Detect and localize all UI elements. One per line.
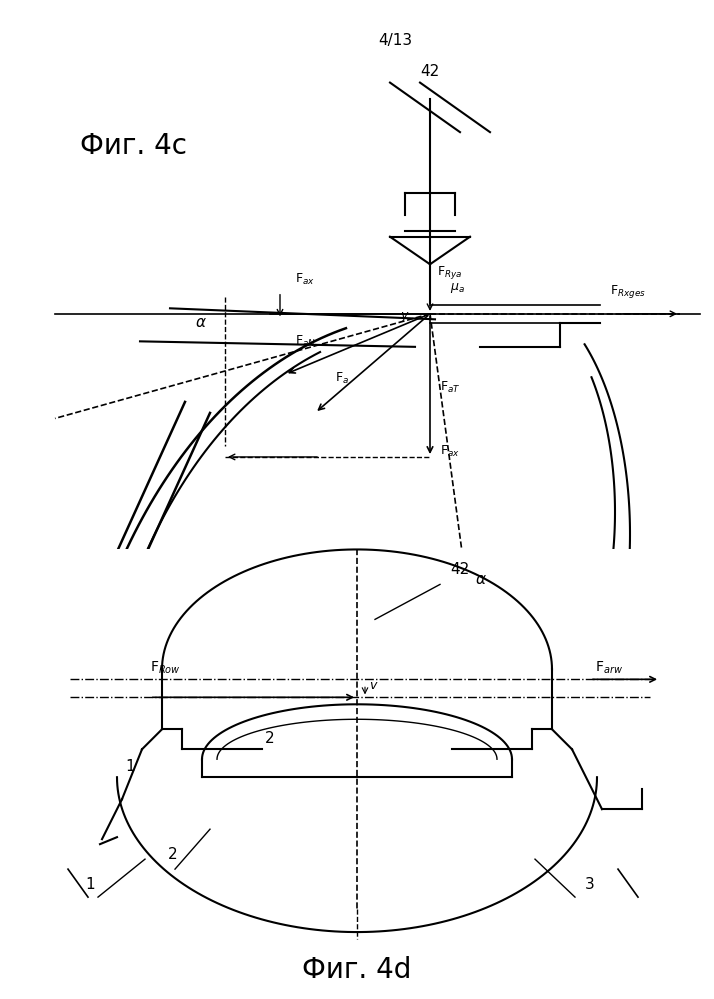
Text: y: y (400, 310, 408, 323)
Text: 42: 42 (420, 64, 439, 79)
Text: 3: 3 (585, 877, 595, 892)
Text: 1: 1 (85, 877, 95, 892)
Text: F$_{Rya}$: F$_{Rya}$ (437, 265, 463, 282)
Text: $\alpha$: $\alpha$ (475, 571, 487, 586)
Text: $\alpha$: $\alpha$ (195, 315, 207, 330)
Text: F$_a$: F$_a$ (335, 371, 349, 387)
Text: 42: 42 (450, 562, 469, 577)
Text: F$_{arw}$: F$_{arw}$ (595, 659, 623, 675)
Text: $\mu_a$: $\mu_a$ (450, 281, 465, 295)
Text: 2: 2 (168, 847, 178, 862)
Text: Фиг. 4d: Фиг. 4d (302, 956, 412, 984)
Text: F$_{ax}$: F$_{ax}$ (295, 272, 315, 287)
Text: v: v (369, 679, 376, 692)
Text: F$_{Row}$: F$_{Row}$ (150, 659, 181, 675)
Text: 4/13: 4/13 (378, 33, 412, 48)
Text: 2: 2 (265, 731, 275, 746)
Text: F$_{Rxges}$: F$_{Rxges}$ (610, 283, 646, 300)
Text: F$_{aN}$: F$_{aN}$ (295, 334, 316, 349)
Text: 1: 1 (125, 759, 135, 774)
Text: Фиг. 4c: Фиг. 4c (80, 132, 187, 160)
Text: F$_{ax}$: F$_{ax}$ (440, 444, 460, 459)
Text: F$_{aT}$: F$_{aT}$ (440, 380, 461, 395)
